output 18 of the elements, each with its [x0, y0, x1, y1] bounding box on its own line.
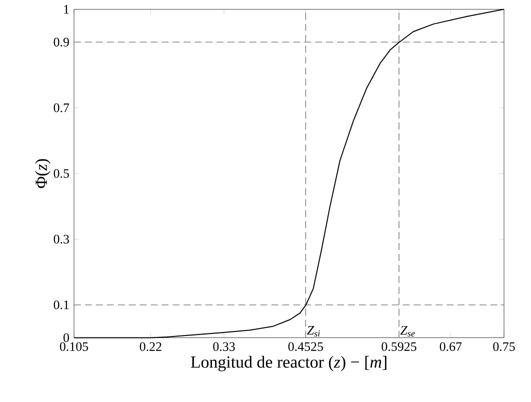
y-tick-label: 0.3 [54, 234, 69, 244]
x-tick-label: 0.22 [140, 342, 162, 352]
x-tick-label: 0.33 [213, 342, 235, 352]
x-tick-label: 0.4525 [288, 342, 323, 352]
y-tick-label: 0.7 [54, 103, 70, 112]
y-tick-label: 0.1 [54, 300, 69, 310]
x-tick-label: 0.5925 [382, 342, 416, 352]
y-tick-label: 1 [64, 5, 69, 14]
ref-line-label: Z$_{se}$ [400, 326, 415, 337]
x-tick-label: 0.105 [60, 342, 88, 352]
x-tick-label: 0.67 [440, 342, 462, 352]
ref-line-label: Z$_{si}$ [307, 326, 320, 337]
y-tick-label: 0.5 [54, 169, 69, 178]
y-tick-label: 0 [64, 333, 69, 342]
x-tick-label: 0.75 [493, 342, 515, 352]
x-axis-title: Longitud de reactor (z) − [m] [190, 356, 386, 372]
y-tick-label: 0.9 [54, 38, 69, 47]
y-axis-title: Φ(z) [35, 159, 50, 188]
